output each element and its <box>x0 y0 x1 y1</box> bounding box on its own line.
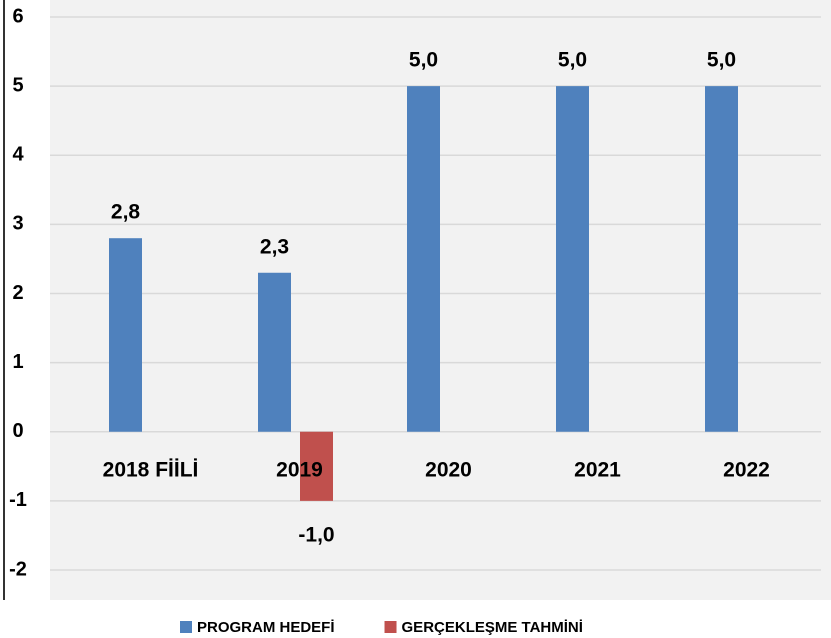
y-tick-label: 0 <box>12 420 23 442</box>
legend-swatch <box>384 621 397 633</box>
y-tick-label: 4 <box>12 144 24 166</box>
y-tick-label: -1 <box>9 489 27 511</box>
x-tick-label: 2018 FİİLİ <box>103 458 199 481</box>
bar <box>109 238 142 432</box>
value-label: 2,3 <box>260 235 289 258</box>
y-tick-label: 5 <box>12 74 23 96</box>
legend-label: PROGRAM HEDEFİ <box>197 619 335 636</box>
bar <box>705 86 738 432</box>
value-label: 2,8 <box>111 201 141 224</box>
bar <box>258 272 291 432</box>
y-tick-label: 6 <box>12 5 23 27</box>
x-tick-label: 2021 <box>574 458 621 481</box>
x-tick-label: 2020 <box>425 458 472 481</box>
plot-background <box>50 0 831 600</box>
value-label: 5,0 <box>707 49 736 72</box>
value-label: -1,0 <box>298 523 334 546</box>
bar <box>556 86 589 432</box>
y-tick-label: 2 <box>12 282 23 304</box>
x-tick-label: 2022 <box>723 458 770 481</box>
x-tick-label: 2019 <box>276 458 323 481</box>
bar <box>300 431 333 501</box>
bar <box>407 86 440 432</box>
value-label: 5,0 <box>409 49 438 72</box>
y-tick-label: 1 <box>12 351 23 373</box>
value-label: 5,0 <box>558 49 587 72</box>
y-tick-label: -2 <box>9 558 27 580</box>
legend-label: GERÇEKLEŞME TAHMİNİ <box>402 619 583 636</box>
legend-swatch <box>180 621 192 633</box>
y-tick-label: 3 <box>12 213 23 235</box>
